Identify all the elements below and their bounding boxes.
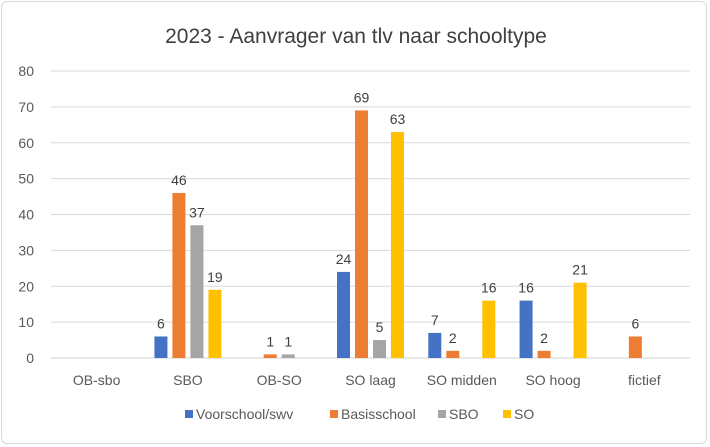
legend-label: SBO (449, 406, 479, 422)
bar (355, 110, 368, 359)
x-category-label: SO midden (427, 372, 497, 388)
data-label: 1 (284, 333, 292, 349)
legend-swatch (503, 410, 511, 418)
data-label: 19 (207, 269, 223, 285)
bar (482, 300, 496, 358)
bar (628, 336, 642, 358)
data-label: 1 (266, 333, 274, 349)
bar (281, 354, 295, 358)
x-category-label: SBO (173, 372, 203, 388)
bar (208, 289, 222, 358)
bar (373, 340, 386, 358)
x-category-label: OB-sbo (73, 372, 121, 388)
bars (154, 110, 642, 359)
bar (190, 225, 204, 358)
legend: Voorschool/swv Basisschool SBO SO (185, 406, 534, 422)
bar (172, 192, 186, 358)
data-label: 16 (518, 280, 534, 296)
data-label: 63 (390, 111, 406, 127)
x-category-label: SO laag (345, 372, 396, 388)
y-axis-ticks: 0 10 20 30 40 50 60 70 80 (18, 63, 34, 366)
bar (154, 336, 168, 358)
data-label: 7 (431, 312, 439, 328)
legend-swatch (438, 410, 446, 418)
legend-swatch (330, 410, 338, 418)
data-label: 6 (631, 315, 639, 331)
y-tick-label: 20 (18, 278, 34, 294)
bar (263, 354, 277, 358)
bar (391, 131, 404, 358)
x-category-label: OB-SO (257, 372, 302, 388)
x-category-label: fictief (628, 372, 661, 388)
data-label: 37 (189, 204, 205, 220)
y-tick-label: 40 (18, 207, 34, 223)
bar (519, 300, 533, 358)
legend-label: Basisschool (341, 406, 416, 422)
data-label: 24 (336, 251, 352, 267)
bar (573, 282, 587, 358)
x-category-label: SO hoog (525, 372, 580, 388)
y-tick-label: 0 (26, 350, 34, 366)
bar (446, 350, 460, 358)
category-labels: OB-sbo SBO OB-SO SO laag SO midden SO hoog fic… (73, 372, 661, 388)
legend-label: SO (514, 406, 534, 422)
gridlines (51, 70, 690, 359)
data-label: 6 (157, 315, 165, 331)
data-label: 16 (481, 280, 497, 296)
bar (428, 332, 442, 358)
y-tick-label: 70 (18, 99, 34, 115)
y-tick-label: 60 (18, 135, 34, 151)
bar (537, 350, 551, 358)
bar (337, 271, 350, 358)
y-tick-label: 10 (18, 314, 34, 330)
data-label: 2 (540, 330, 548, 346)
data-label: 46 (171, 172, 187, 188)
y-tick-label: 50 (18, 171, 34, 187)
chart-title: 2023 - Aanvrager van tlv naar schooltype (165, 25, 547, 48)
legend-swatch (185, 410, 193, 418)
data-label: 21 (572, 262, 588, 278)
data-label: 2 (449, 330, 457, 346)
y-tick-label: 80 (18, 63, 34, 79)
data-label: 5 (376, 319, 384, 335)
data-label: 69 (354, 89, 370, 105)
y-tick-label: 30 (18, 242, 34, 258)
legend-label: Voorschool/swv (196, 406, 293, 422)
